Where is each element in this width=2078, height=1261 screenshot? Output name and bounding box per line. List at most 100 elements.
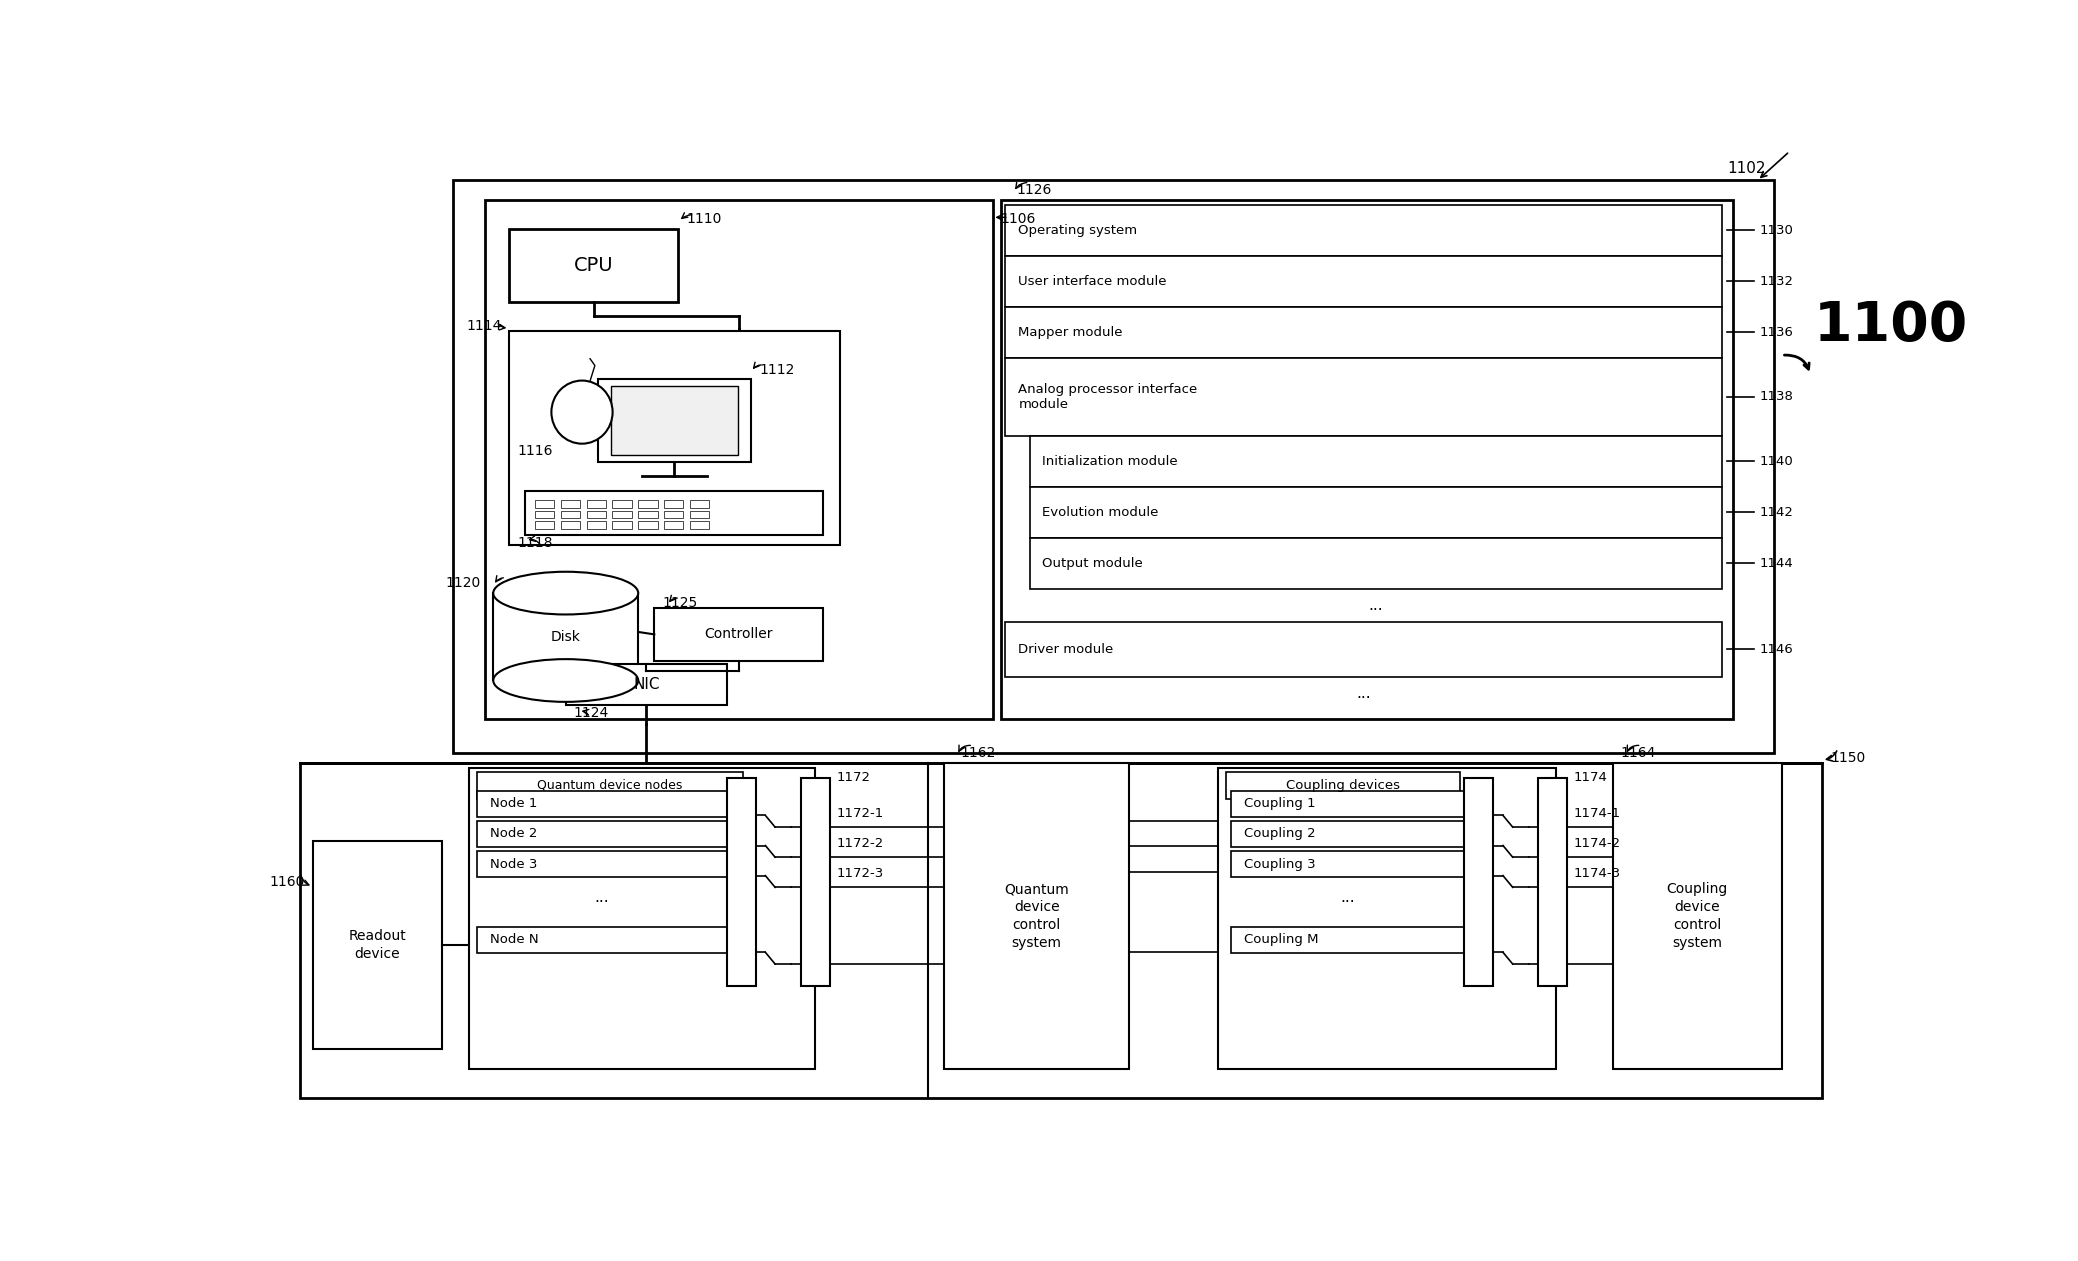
Bar — [1006, 622, 1723, 677]
Bar — [690, 499, 709, 508]
Bar — [613, 521, 632, 530]
Text: 1110: 1110 — [686, 212, 721, 226]
Bar — [536, 499, 555, 508]
Text: 1144: 1144 — [1760, 557, 1793, 570]
Bar — [478, 821, 727, 847]
Text: Coupling
device
control
system: Coupling device control system — [1667, 883, 1727, 950]
Bar — [655, 608, 823, 661]
Bar — [613, 499, 632, 508]
Bar — [509, 230, 680, 301]
Bar — [586, 499, 607, 508]
Text: Evolution module: Evolution module — [1043, 506, 1160, 520]
Text: 1130: 1130 — [1760, 223, 1793, 237]
Text: 1174: 1174 — [1573, 770, 1608, 784]
Bar — [536, 521, 555, 530]
Bar — [1029, 487, 1723, 538]
Text: ...: ... — [1340, 889, 1355, 904]
Bar — [586, 521, 607, 530]
Bar — [800, 778, 829, 986]
Bar — [727, 778, 756, 986]
Text: Quantum device nodes: Quantum device nodes — [538, 779, 684, 792]
Text: Initialization module: Initialization module — [1043, 455, 1178, 468]
Text: Output module: Output module — [1043, 557, 1143, 570]
Bar — [470, 768, 815, 1069]
Bar — [1006, 204, 1723, 256]
Ellipse shape — [492, 571, 638, 614]
Text: ...: ... — [1357, 686, 1371, 701]
Bar — [486, 200, 993, 719]
Text: ...: ... — [1369, 598, 1384, 613]
Bar — [638, 511, 657, 518]
Text: 1164: 1164 — [1621, 747, 1656, 760]
Text: Node 1: Node 1 — [490, 797, 538, 811]
Text: 1172: 1172 — [835, 770, 871, 784]
Bar — [665, 511, 684, 518]
Text: 1174-1: 1174-1 — [1573, 807, 1621, 820]
Text: 1138: 1138 — [1760, 391, 1793, 404]
Bar — [1465, 778, 1494, 986]
Bar — [536, 511, 555, 518]
Text: 1172-3: 1172-3 — [835, 868, 883, 880]
Text: Operating system: Operating system — [1018, 223, 1137, 237]
Text: 1116: 1116 — [517, 444, 553, 458]
Bar — [453, 180, 1775, 753]
Text: 1106: 1106 — [1002, 212, 1037, 226]
Bar — [478, 927, 727, 953]
Bar — [611, 386, 738, 455]
Bar — [1613, 763, 1781, 1069]
Ellipse shape — [551, 381, 613, 444]
Bar — [1226, 772, 1459, 799]
Text: 1146: 1146 — [1760, 643, 1793, 656]
Text: Node N: Node N — [490, 933, 538, 946]
Text: 1140: 1140 — [1760, 455, 1793, 468]
Bar — [1230, 821, 1465, 847]
Text: 1174-3: 1174-3 — [1573, 868, 1621, 880]
Text: 1125: 1125 — [663, 595, 698, 610]
Text: 1114: 1114 — [465, 319, 501, 333]
Bar — [690, 511, 709, 518]
Bar — [509, 330, 840, 545]
Bar — [561, 521, 580, 530]
Bar — [478, 791, 727, 817]
Bar — [1006, 256, 1723, 306]
Bar — [1006, 358, 1723, 436]
Text: 1126: 1126 — [1016, 183, 1051, 197]
Text: Analog processor interface
module: Analog processor interface module — [1018, 382, 1197, 411]
Bar — [314, 841, 443, 1049]
Text: 1136: 1136 — [1760, 325, 1793, 339]
Text: 1172-2: 1172-2 — [835, 837, 883, 850]
Bar — [690, 521, 709, 530]
Bar — [1029, 436, 1723, 487]
Bar — [561, 511, 580, 518]
Bar — [565, 665, 727, 705]
Text: Readout
device: Readout device — [349, 929, 405, 961]
Text: 1112: 1112 — [758, 363, 794, 377]
Bar — [526, 491, 823, 535]
Text: Quantum
device
control
system: Quantum device control system — [1004, 883, 1070, 950]
Text: Mapper module: Mapper module — [1018, 325, 1122, 339]
Text: 1162: 1162 — [960, 747, 995, 760]
Bar — [638, 499, 657, 508]
Text: 1174-2: 1174-2 — [1573, 837, 1621, 850]
Text: Coupling M: Coupling M — [1245, 933, 1317, 946]
Bar — [665, 499, 684, 508]
Bar — [638, 521, 657, 530]
Ellipse shape — [492, 660, 638, 702]
Bar — [1230, 791, 1465, 817]
Bar — [943, 763, 1130, 1069]
Text: 1118: 1118 — [517, 536, 553, 550]
Text: Coupling 1: Coupling 1 — [1245, 797, 1315, 811]
Bar — [1230, 927, 1465, 953]
Bar — [299, 763, 1822, 1098]
Text: 1142: 1142 — [1760, 506, 1793, 520]
Text: 1100: 1100 — [1814, 299, 1968, 353]
Bar — [1538, 778, 1567, 986]
Text: 1102: 1102 — [1727, 160, 1766, 175]
Text: NIC: NIC — [634, 677, 659, 692]
Text: User interface module: User interface module — [1018, 275, 1166, 288]
Bar — [478, 772, 744, 799]
Text: Node 2: Node 2 — [490, 827, 538, 840]
Text: 1150: 1150 — [1831, 752, 1866, 765]
Text: Coupling 3: Coupling 3 — [1245, 857, 1315, 870]
Bar — [561, 499, 580, 508]
